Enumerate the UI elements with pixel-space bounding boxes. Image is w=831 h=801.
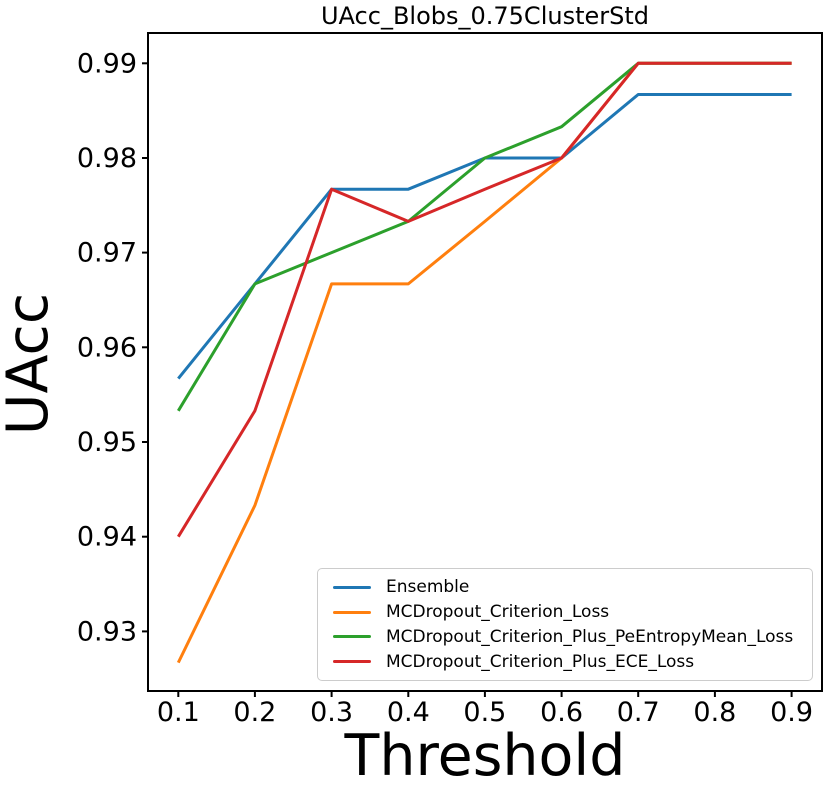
legend-line-sample	[333, 610, 371, 614]
x-axis-label: Threshold	[344, 723, 626, 789]
y-tick-label: 0.99	[77, 48, 137, 79]
x-tick-label: 0.2	[233, 697, 276, 728]
legend-label: MCDropout_Criterion_Plus_PeEntropyMean_L…	[386, 626, 794, 647]
x-tick-label: 0.1	[157, 697, 200, 728]
y-tick-label: 0.94	[77, 522, 137, 553]
x-tick-label: 0.9	[770, 697, 813, 728]
legend-item-MCDropout_Criterion_Plus_ECE_Loss: MCDropout_Criterion_Plus_ECE_Loss	[323, 650, 802, 674]
series-line-MCDropout_Criterion_Plus_ECE_Loss	[177, 61, 792, 538]
y-tick-label: 0.98	[77, 143, 137, 174]
legend-label: MCDropout_Criterion_Loss	[386, 602, 610, 623]
x-tick-label: 0.7	[617, 697, 660, 728]
legend: Ensemble MCDropout_Criterion_Loss MCDropou…	[317, 568, 813, 681]
y-tick-label: 0.93	[77, 616, 137, 647]
y-tick-label: 0.96	[77, 332, 137, 363]
legend-item-MCDropout_Criterion_Plus_PeEntropyMean_Loss: MCDropout_Criterion_Plus_PeEntropyMean_L…	[323, 625, 802, 649]
legend-line-sample	[333, 635, 371, 639]
x-tick-label: 0.8	[693, 697, 736, 728]
x-tick-label: 0.5	[463, 697, 506, 728]
x-tick-label: 0.3	[310, 697, 353, 728]
x-tick-label: 0.6	[540, 697, 583, 728]
x-tick-label: 0.4	[387, 697, 430, 728]
legend-line-sample	[333, 660, 371, 664]
y-tick-label: 0.95	[77, 427, 137, 458]
series-line-Ensemble	[177, 93, 792, 380]
series-line-MCDropout_Criterion_Plus_PeEntropyMean_Loss	[177, 61, 792, 412]
legend-label: Ensemble	[386, 577, 470, 598]
axis-spines	[147, 32, 823, 692]
legend-line-sample	[333, 585, 371, 589]
y-tick-label: 0.97	[77, 238, 137, 269]
legend-item-MCDropout_Criterion_Loss: MCDropout_Criterion_Loss	[323, 600, 802, 624]
legend-label: MCDropout_Criterion_Plus_ECE_Loss	[386, 651, 695, 672]
legend-item-Ensemble: Ensemble	[323, 575, 802, 599]
chart-title: UAcc_Blobs_0.75ClusterStd	[320, 2, 649, 30]
